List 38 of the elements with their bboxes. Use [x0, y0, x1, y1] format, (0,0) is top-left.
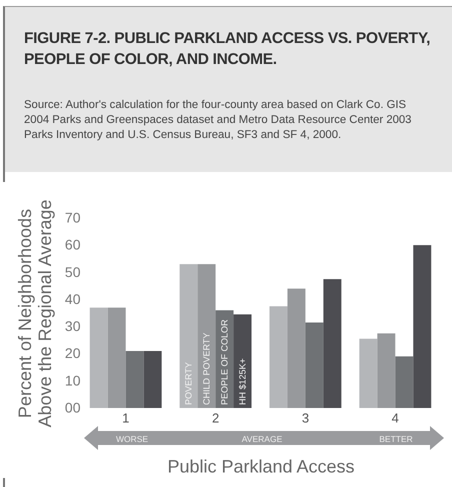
y-tick-label: 10 — [64, 372, 81, 388]
text: AVERAGE — [242, 434, 283, 444]
bar — [180, 264, 198, 408]
y-tick-label: 70 — [64, 210, 81, 226]
x-tick-label: 2 — [212, 410, 220, 426]
series-label: PEOPLE OF COLOR — [220, 318, 230, 405]
y-tick-label: 60 — [64, 236, 81, 253]
bar — [395, 356, 414, 408]
y-axis-title: Percent of Neighborhoods Above the Regional Average — [14, 200, 55, 428]
bar — [413, 245, 432, 408]
bar — [287, 288, 306, 408]
x-tick-label: 3 — [302, 410, 310, 426]
y-tick-label: 00 — [64, 400, 81, 416]
bar — [108, 308, 126, 408]
y-tick-label: 40 — [64, 290, 81, 307]
bar — [269, 306, 288, 408]
x-tick-label: 1 — [122, 410, 130, 426]
y-tick-label: 30 — [64, 318, 81, 334]
series-label: POVERTY — [184, 362, 194, 405]
bar — [144, 351, 162, 408]
bar — [377, 333, 396, 408]
bar — [305, 322, 324, 408]
y-tick-label: 50 — [64, 264, 81, 280]
bar — [198, 264, 216, 408]
bar — [323, 279, 342, 408]
bar — [359, 338, 378, 408]
x-axis-title: Public Parkland Access — [167, 456, 355, 476]
y-tick-label: 20 — [64, 345, 81, 362]
bar — [234, 314, 252, 408]
bar — [90, 308, 108, 408]
series-label: CHILD POVERTY — [202, 332, 212, 405]
series-label: HH $125K+ — [238, 358, 248, 405]
x-tick-label: 4 — [392, 410, 399, 426]
text: BETTER — [379, 434, 413, 444]
source-note: Source: Author's calculation for the four-county area based on Clark Co. GIS 2004 Parks and Greenspaces dataset and Metro Data Resource Center 2003 Parks Inventory and U.S. Census Bureau, SF3 and SF 4, 2000. — [24, 98, 412, 143]
chart-title: FIGURE 7-2. PUBLIC PARKLAND ACCESS VS. POVERTY, PEOPLE OF COLOR, AND INCOME. — [24, 29, 432, 70]
text: WORSE — [116, 434, 148, 444]
bar — [126, 351, 144, 408]
